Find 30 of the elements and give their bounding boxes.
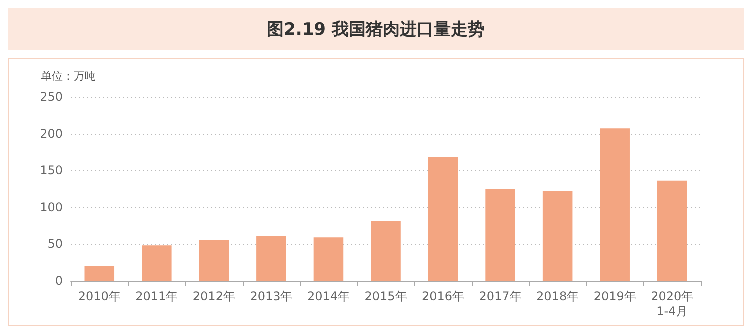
x-tick-label: 2019年 (594, 290, 636, 304)
x-tick-label: 2018年 (536, 290, 580, 304)
bar (657, 180, 688, 281)
bar (314, 238, 344, 281)
bar (199, 240, 230, 281)
bar (428, 157, 458, 281)
bar (84, 266, 115, 281)
x-tick-label: 2012年 (192, 290, 236, 304)
y-tick-label: 100 (40, 200, 63, 214)
x-tick-label: 2015年 (364, 290, 408, 304)
bar (371, 221, 401, 281)
y-tick-label: 150 (40, 164, 63, 178)
y-tick-label: 200 (40, 126, 63, 141)
bar (542, 191, 573, 281)
bar (142, 246, 172, 281)
x-tick-label: 2014年 (307, 290, 350, 304)
bar (256, 236, 286, 281)
chart-title: 图2.19 我国猪肉进口量走势 (8, 8, 744, 50)
bar (486, 189, 516, 281)
y-tick-label: 0 (55, 274, 63, 288)
bar (600, 128, 630, 281)
x-tick-label: 2013年 (250, 290, 293, 304)
x-tick-label: 2016年 (422, 290, 465, 304)
y-axis-title: 单位：万吨 (41, 70, 96, 83)
y-tick-label: 50 (48, 237, 63, 252)
x-tick-label: 2017年 (479, 290, 522, 304)
x-tick-label: 2010年 (78, 290, 121, 304)
x-tick-label: 2011年 (136, 290, 178, 304)
y-tick-label: 250 (40, 90, 63, 104)
x-tick-label: 2020年 1-4月 (651, 290, 694, 318)
